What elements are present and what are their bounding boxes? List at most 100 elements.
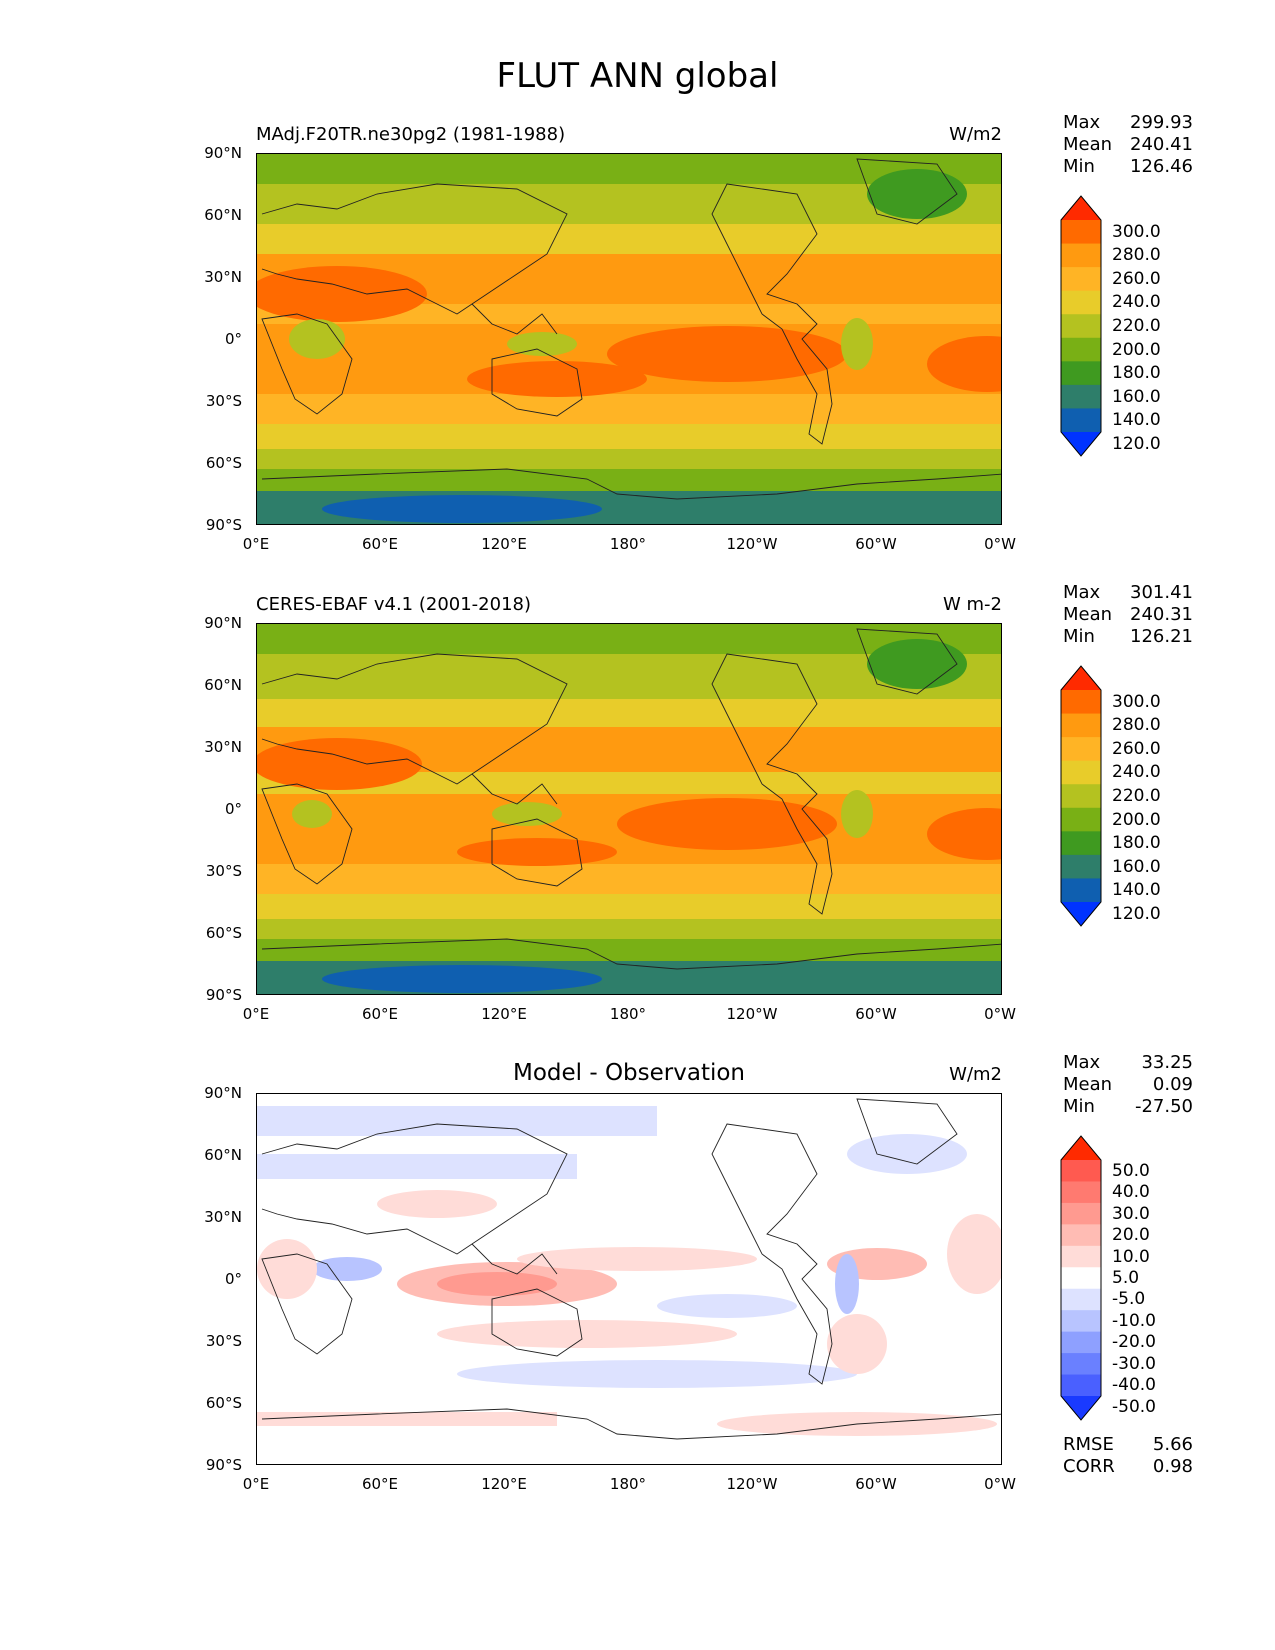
- lon-tick: 60°E: [361, 1005, 399, 1023]
- colorbar-segment: [1061, 1202, 1101, 1225]
- colorbar-segment: [1061, 337, 1101, 362]
- colorbar-segment: [1061, 243, 1101, 268]
- colorbar-tick-label: 240.0: [1112, 292, 1161, 313]
- colorbar-tick-label: 180.0: [1112, 833, 1161, 854]
- stat-label: CORR: [1063, 1456, 1115, 1477]
- stat-label: Min: [1063, 156, 1095, 177]
- stat-label: Mean: [1063, 1074, 1113, 1095]
- colorbar-tick-label: 140.0: [1112, 410, 1161, 431]
- colorbar-tick-label: 120.0: [1112, 903, 1161, 924]
- lat-tick: 60°S: [205, 1394, 242, 1412]
- colorbar-segment: [1061, 384, 1101, 409]
- colorbar-tick-label: 20.0: [1112, 1225, 1150, 1246]
- colorbar-segment: [1061, 1288, 1101, 1311]
- colorbar-tick-label: -20.0: [1112, 1332, 1156, 1353]
- colorbar-tick-label: 200.0: [1112, 809, 1161, 830]
- lat-tick: 30°S: [205, 862, 242, 880]
- colorbar-tick-label: -5.0: [1112, 1289, 1146, 1310]
- colorbar-tick-label: -50.0: [1112, 1396, 1156, 1417]
- map-svg: [257, 154, 1001, 524]
- lon-tick: 60°W: [855, 1005, 897, 1023]
- stat-label: Mean: [1063, 134, 1113, 155]
- colorbar-tick-label: 30.0: [1112, 1203, 1150, 1224]
- colorbar-tick-label: 50.0: [1112, 1160, 1150, 1181]
- figure-title: FLUT ANN global: [496, 56, 779, 96]
- panel-units: W/m2: [949, 124, 1002, 145]
- colorbar-outline: [1060, 665, 1102, 927]
- map-svg: [257, 624, 1001, 994]
- colorbar-tick-label: 260.0: [1112, 268, 1161, 289]
- lat-tick: 90°N: [204, 144, 242, 162]
- colorbar-outline: [1060, 195, 1102, 457]
- colorbar-tick-label: 280.0: [1112, 715, 1161, 736]
- colorbar-tick-label: 160.0: [1112, 386, 1161, 407]
- lon-tick: 60°E: [361, 1475, 399, 1493]
- lon-tick: 120°E: [481, 535, 527, 553]
- stat-value: 240.31: [1130, 604, 1193, 625]
- colorbar-segment: [1061, 878, 1101, 903]
- colorbar-tick-label: 200.0: [1112, 339, 1161, 360]
- lat-tick: 60°N: [204, 206, 242, 224]
- colorbar-tick-label: 280.0: [1112, 245, 1161, 266]
- lon-tick: 0°W: [984, 535, 1016, 553]
- colorbar-tick-label: 40.0: [1112, 1182, 1150, 1203]
- colorbar-tick-label: 5.0: [1112, 1268, 1140, 1288]
- colorbar-svg: [1060, 195, 1102, 457]
- panel-model: MAdj.F20TR.ne30pg2 (1981-1988) W/m2 Max 2…: [0, 110, 1275, 570]
- lon-tick: 180°: [609, 1005, 647, 1023]
- lat-tick: 30°S: [205, 392, 242, 410]
- panel-difference: Model - Observation W/m2 Max 33.25 Mean 0.…: [0, 1050, 1275, 1500]
- stat-value: 299.93: [1130, 112, 1193, 133]
- colorbar-segment: [1061, 220, 1101, 245]
- panel-units: W m-2: [942, 594, 1002, 615]
- colorbar-svg: [1060, 1135, 1102, 1421]
- panel-title: CERES-EBAF v4.1 (2001-2018): [256, 594, 532, 615]
- colorbar: [1060, 195, 1102, 461]
- stat-value: 0.09: [1152, 1074, 1193, 1095]
- lon-tick: 180°: [609, 535, 647, 553]
- map-difference: [256, 1093, 1002, 1465]
- colorbar-outline: [1060, 1135, 1102, 1421]
- panel-units: W/m2: [949, 1064, 1002, 1085]
- lat-tick: 60°S: [205, 924, 242, 942]
- colorbar-segment: [1061, 1310, 1101, 1333]
- colorbar-extend-min: [1061, 1396, 1101, 1420]
- colorbar-segment: [1061, 1331, 1101, 1354]
- lon-tick: 120°W: [726, 535, 778, 553]
- lon-tick: 0°W: [984, 1005, 1016, 1023]
- stat-label: Max: [1063, 1052, 1101, 1073]
- colorbar-segment: [1061, 1353, 1101, 1376]
- lon-tick: 180°: [609, 1475, 647, 1493]
- colorbar-segment: [1061, 831, 1101, 856]
- lat-tick: 30°N: [204, 268, 242, 286]
- lon-tick: 120°W: [726, 1005, 778, 1023]
- colorbar-tick-label: 120.0: [1112, 433, 1161, 454]
- colorbar-segment: [1061, 314, 1101, 339]
- lon-tick: 0°E: [242, 1005, 270, 1023]
- colorbar-tick-label: 180.0: [1112, 363, 1161, 384]
- panel-stats: Max 301.41 Mean 240.31 Min 126.21: [1063, 582, 1193, 648]
- colorbar-tick-label: 240.0: [1112, 762, 1161, 783]
- panel-stats: Max 33.25 Mean 0.09 Min -27.50: [1063, 1052, 1193, 1118]
- lat-tick: 60°S: [205, 454, 242, 472]
- colorbar-tick-label: -40.0: [1112, 1375, 1156, 1396]
- lat-tick: 90°S: [205, 1456, 242, 1474]
- lat-tick: 90°S: [205, 986, 242, 1004]
- colorbar: [1060, 665, 1102, 931]
- colorbar-segment: [1061, 807, 1101, 832]
- stat-value: 0.98: [1152, 1456, 1193, 1477]
- stat-label: Max: [1063, 582, 1101, 603]
- map-observation: [256, 623, 1002, 995]
- stat-value: 5.66: [1152, 1434, 1193, 1455]
- lon-tick: 60°W: [855, 1475, 897, 1493]
- lat-tick: 30°N: [204, 1208, 242, 1226]
- colorbar-extend-min: [1061, 432, 1101, 456]
- colorbar-segment: [1061, 408, 1101, 433]
- colorbar-segment: [1061, 1245, 1101, 1268]
- colorbar-segment: [1061, 1267, 1101, 1290]
- colorbar-tick-label: 300.0: [1112, 691, 1161, 712]
- lon-tick: 120°W: [726, 1475, 778, 1493]
- map-svg: [257, 1094, 1001, 1464]
- colorbar-extend-min: [1061, 902, 1101, 926]
- colorbar-tick-label: 10.0: [1112, 1246, 1150, 1267]
